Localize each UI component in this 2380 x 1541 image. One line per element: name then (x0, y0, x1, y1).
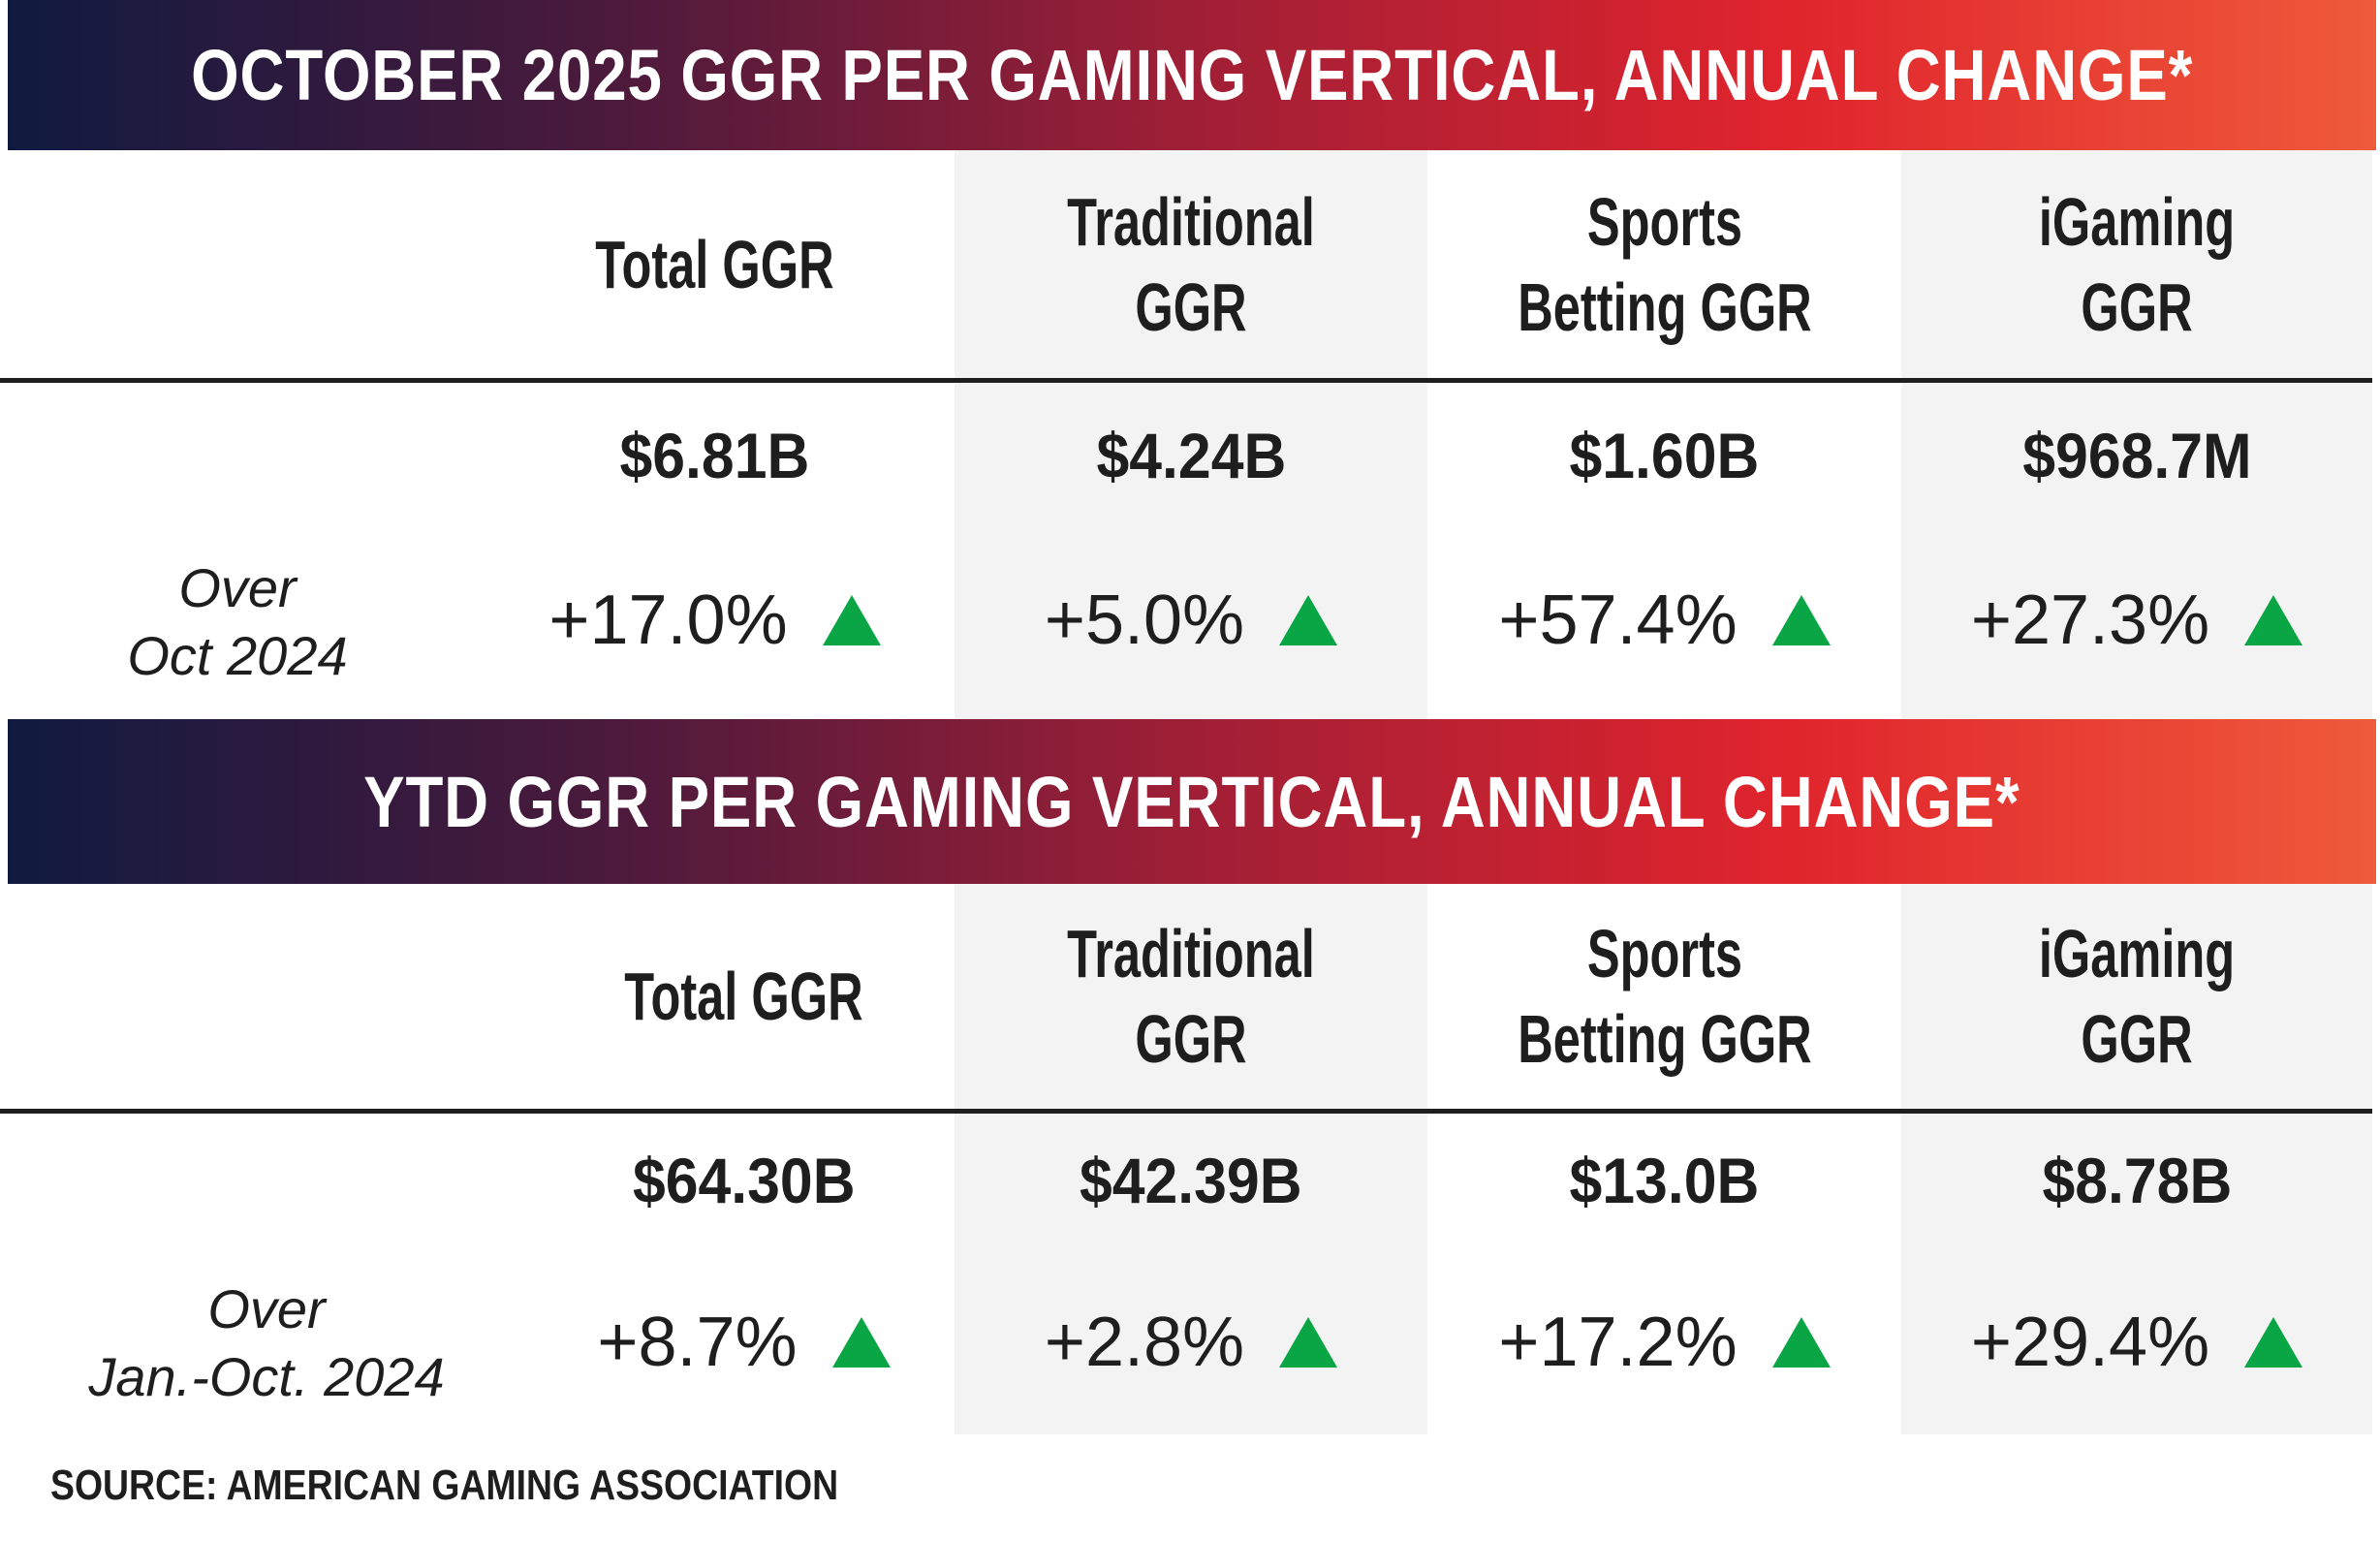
change-total-ggr: +17.0% (475, 572, 955, 669)
column-header-total-ggr: Total GGR (624, 959, 863, 1034)
up-triangle-icon (1279, 1317, 1338, 1368)
column-header-sports-betting-ggr: Sports Betting GGR (1517, 183, 1812, 345)
value-total-ggr: $64.30B (632, 1145, 856, 1216)
section-title-banner: YTD GGR PER GAMING VERTICAL, ANNUAL CHAN… (8, 719, 2376, 884)
column-header-igaming-ggr: iGaming GGR (2038, 183, 2236, 345)
value-traditional-ggr: $4.24B (1096, 420, 1286, 491)
column-header-total-ggr: Total GGR (595, 226, 834, 302)
change-traditional-ggr: +5.0% (955, 572, 1427, 669)
value-sports-betting-ggr: $13.0B (1569, 1145, 1760, 1216)
up-triangle-icon (2244, 1317, 2303, 1368)
column-shade-traditional-2 (955, 884, 1427, 1434)
change-total-ggr: +8.7% (504, 1294, 984, 1391)
section-title-banner: OCTOBER 2025 GGR PER GAMING VERTICAL, AN… (8, 0, 2376, 150)
change-sports-betting-ggr: +57.4% (1427, 572, 1901, 669)
source-note: SOURCE: AMERICAN GAMING ASSOCIATION (50, 1462, 839, 1509)
value-total-ggr: $6.81B (619, 420, 810, 491)
value-sports-betting-ggr: $1.60B (1569, 420, 1760, 491)
column-header-traditional-ggr: Traditional GGR (1067, 183, 1315, 345)
change-traditional-ggr: +2.8% (955, 1294, 1427, 1391)
change-igaming-ggr: +27.3% (1901, 572, 2372, 669)
up-triangle-icon (831, 1317, 891, 1368)
value-traditional-ggr: $42.39B (1080, 1145, 1302, 1216)
section-title: YTD GGR PER GAMING VERTICAL, ANNUAL CHAN… (363, 761, 2020, 842)
row-label-comparison-period: Over Jan.-Oct. 2024 (88, 1278, 445, 1407)
up-triangle-icon (2244, 595, 2303, 645)
up-triangle-icon (1771, 1317, 1831, 1368)
value-igaming-ggr: $8.78B (2042, 1145, 2232, 1216)
row-label-comparison-period: Over Oct 2024 (127, 557, 348, 686)
up-triangle-icon (1771, 595, 1831, 645)
value-igaming-ggr: $968.7M (2021, 420, 2252, 491)
up-triangle-icon (1279, 595, 1338, 645)
column-shade-traditional-1 (955, 150, 1427, 719)
change-igaming-ggr: +29.4% (1901, 1294, 2372, 1391)
change-sports-betting-ggr: +17.2% (1427, 1294, 1901, 1391)
column-header-sports-betting-ggr: Sports Betting GGR (1517, 916, 1812, 1077)
header-divider (0, 1109, 2372, 1114)
header-divider (0, 378, 2372, 383)
column-header-traditional-ggr: Traditional GGR (1067, 916, 1315, 1077)
section-title: OCTOBER 2025 GGR PER GAMING VERTICAL, AN… (190, 35, 2194, 115)
up-triangle-icon (822, 595, 881, 645)
column-header-igaming-ggr: iGaming GGR (2038, 916, 2236, 1077)
